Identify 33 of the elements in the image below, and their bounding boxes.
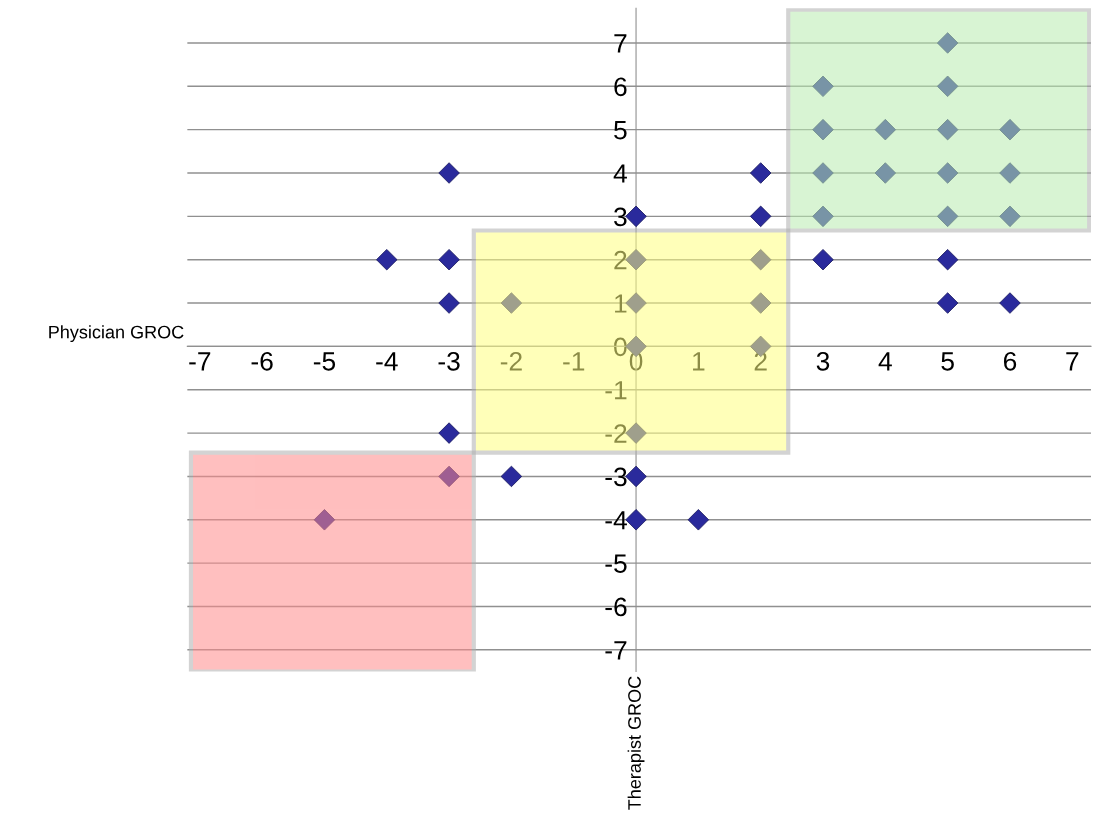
point xyxy=(438,292,460,314)
y-tick-label: 6 xyxy=(614,77,627,97)
x-tick-label: 6 xyxy=(1003,351,1017,371)
y-tick-label: 7 xyxy=(614,34,627,53)
x-tick-label: 5 xyxy=(941,352,954,371)
y-axis-title: Therapist GROC xyxy=(627,676,645,810)
y-tick-label: -7 xyxy=(605,641,627,660)
point xyxy=(812,162,834,184)
y-tick-label: -2 xyxy=(605,424,627,443)
y-tick-label: 2 xyxy=(614,250,627,270)
x-axis-title: Physician GROC xyxy=(49,325,184,343)
y-tick-label: 3 xyxy=(614,207,627,227)
x-tick-label: 1 xyxy=(693,352,705,371)
y-tick-label: -4 xyxy=(605,511,627,530)
x-tick-label: -7 xyxy=(189,352,211,371)
y-tick-label: -3 xyxy=(605,467,627,487)
y-tick-label: 4 xyxy=(613,164,627,183)
y-tick-label: 1 xyxy=(615,294,627,313)
y-tick-label: -6 xyxy=(605,597,627,617)
point xyxy=(625,422,647,444)
point xyxy=(936,118,959,141)
x-tick-label: 4 xyxy=(878,352,892,371)
x-tick-label: -2 xyxy=(500,351,522,371)
y-tick-label: 5 xyxy=(614,121,627,140)
x-tick-label: -3 xyxy=(438,351,460,371)
x-tick-label: 3 xyxy=(816,351,830,371)
x-tick-label: -1 xyxy=(563,352,585,371)
y-tick-label: -5 xyxy=(605,554,627,573)
x-tick-label: 7 xyxy=(1066,352,1079,371)
x-tick-label: -5 xyxy=(313,352,336,371)
x-tick-label: -6 xyxy=(251,351,273,371)
x-tick-label: -4 xyxy=(376,352,398,371)
y-tick-label: -1 xyxy=(605,381,627,400)
